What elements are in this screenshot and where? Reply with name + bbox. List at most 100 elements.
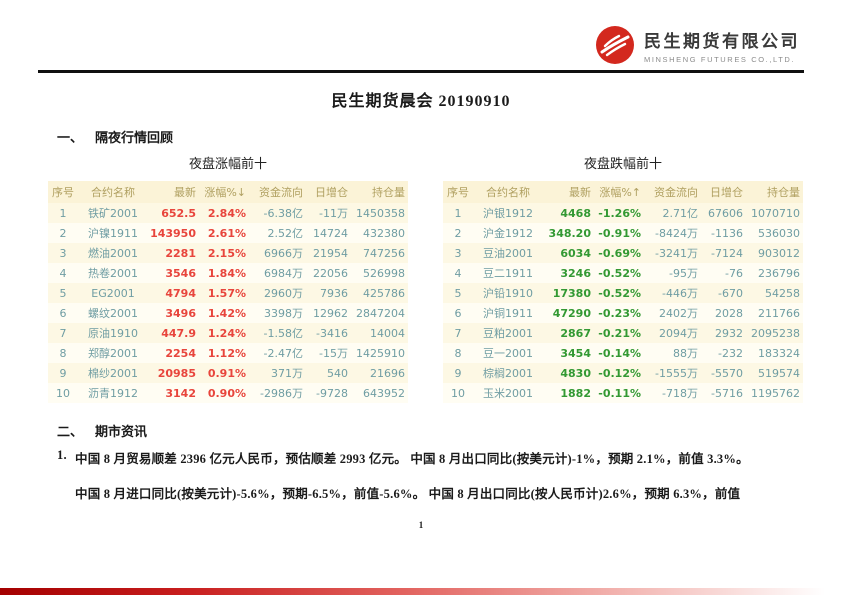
table-cell: 2.71亿 — [662, 207, 699, 220]
column-header: 最新 — [543, 181, 597, 203]
page-number: 1 — [418, 520, 424, 530]
gainers-table: 序号 合约名称 最新 涨幅%↓ 资金流向 日增仓 持仓量 1 铁矿2001 652.5 2.84%… — [48, 181, 408, 403]
table-cell: 2 — [454, 226, 462, 240]
table-cell: 2254 — [165, 346, 196, 360]
table-cell: 6 — [59, 306, 67, 320]
table-row: 10 玉米2001 1882 -0.11% -718万 -5716 1195762 — [443, 383, 803, 403]
table-cell: 1.42% — [207, 306, 246, 320]
table-cell: 526998 — [363, 266, 405, 280]
losers-table-caption: 夜盘跌幅前十 — [583, 156, 662, 171]
table-cell: 玉米2001 — [483, 387, 533, 400]
table-cell: 425786 — [363, 286, 405, 300]
table-cell: 1 — [59, 206, 67, 220]
table-cell: 348.20 — [548, 226, 591, 240]
table-cell: 2 — [59, 226, 67, 240]
table-cell: 燃油2001 — [88, 247, 138, 260]
table-row: 1 铁矿2001 652.5 2.84% -6.38亿 -11万 1450358 — [48, 203, 408, 223]
table-cell: -0.91% — [598, 226, 641, 240]
section-numeral: 一、 — [57, 130, 84, 145]
table-cell: 1882 — [560, 386, 591, 400]
table-row: 8 豆一2001 3454 -0.14% 88万 -232 183324 — [443, 343, 803, 363]
table-cell: 1.24% — [207, 326, 246, 340]
table-row: 3 燃油2001 2281 2.15% 6966万 21954 747256 — [48, 243, 408, 263]
table-row: 2 沪镍1911 143950 2.61% 2.52亿 14724 432380 — [48, 223, 408, 243]
table-cell: 7 — [454, 326, 462, 340]
table-cell: 2.52亿 — [267, 227, 304, 240]
column-header: 资金流向 — [250, 181, 308, 203]
table-cell: -232 — [718, 346, 743, 360]
table-cell: 5 — [59, 286, 67, 300]
column-header: 序号 — [48, 181, 78, 203]
table-cell: 1 — [454, 206, 462, 220]
table-cell: 2.15% — [207, 246, 246, 260]
table-cell: -9728 — [316, 386, 348, 400]
table-cell: -0.21% — [598, 326, 641, 340]
table-cell: 沪金1912 — [483, 227, 533, 240]
table-cell: 8 — [454, 346, 462, 360]
table-row: 6 螺纹2001 3496 1.42% 3398万 12962 2847204 — [48, 303, 408, 323]
table-header: 序号 合约名称 最新 涨幅%↓ 资金流向 日增仓 持仓量 — [48, 181, 408, 203]
table-cell: -3416 — [316, 326, 348, 340]
table-row: 4 热卷2001 3546 1.84% 6984万 22056 526998 — [48, 263, 408, 283]
table-cell: 536030 — [758, 226, 800, 240]
table-cell: -0.52% — [598, 266, 641, 280]
table-cell: 8 — [59, 346, 67, 360]
table-cell: -1555万 — [655, 367, 698, 380]
section-heading-text: 期市资讯 — [95, 424, 148, 439]
table-cell: 沪铅1910 — [483, 287, 533, 300]
table-cell: 1195762 — [751, 386, 800, 400]
table-cell: EG2001 — [91, 286, 135, 300]
losers-table: 序号 合约名称 最新 涨幅%↑ 资金流向 日增仓 持仓量 1 沪银1912 4468 -1.26%… — [443, 181, 803, 403]
table-cell: 540 — [327, 366, 348, 380]
table-cell: 22056 — [313, 266, 348, 280]
column-header: 涨幅%↓ — [202, 181, 250, 203]
table-cell: 143950 — [150, 226, 196, 240]
table-cell: 17380 — [552, 286, 591, 300]
table-cell: 热卷2001 — [88, 267, 138, 280]
table-cell: 沪镍1911 — [88, 227, 138, 240]
table-cell: -3241万 — [655, 247, 698, 260]
table-cell: -5716 — [711, 386, 743, 400]
table-cell: 1070710 — [751, 206, 800, 220]
table-cell: 643952 — [363, 386, 405, 400]
table-cell: 豆粕2001 — [483, 327, 533, 340]
table-cell: 4794 — [165, 286, 196, 300]
table-cell: 3 — [454, 246, 462, 260]
table-cell: 棉纱2001 — [88, 367, 138, 380]
table-cell: 豆油2001 — [483, 247, 533, 260]
news-item-1: 1. 中国 8 月贸易顺差 2396 亿元人民币，预估顺差 2993 亿元。 中… — [57, 448, 749, 467]
table-cell: 1.84% — [207, 266, 246, 280]
column-header: 合约名称 — [78, 181, 148, 203]
company-name-cn: 民生期货有限公司 — [644, 31, 800, 51]
footer-gradient-bar — [0, 588, 842, 595]
table-cell: 4 — [59, 266, 67, 280]
table-cell: 3454 — [560, 346, 591, 360]
table-header-row: 序号 合约名称 最新 涨幅%↓ 资金流向 日增仓 持仓量 — [48, 181, 408, 203]
table-cell: 371万 — [271, 367, 303, 380]
table-body: 1 铁矿2001 652.5 2.84% -6.38亿 -11万 1450358 2 沪镍191… — [48, 203, 408, 403]
section-numeral: 二、 — [57, 424, 84, 439]
table-cell: -1136 — [711, 226, 743, 240]
table-cell: 88万 — [673, 347, 698, 360]
table-cell: -1.58亿 — [263, 327, 303, 340]
table-cell: -0.12% — [598, 366, 641, 380]
table-cell: 沪铜1911 — [483, 307, 533, 320]
table-cell: 47290 — [552, 306, 591, 320]
table-captions: 夜盘涨幅前十 夜盘跌幅前十 — [48, 153, 803, 172]
table-cell: 4468 — [560, 206, 591, 220]
table-header-row: 序号 合约名称 最新 涨幅%↑ 资金流向 日增仓 持仓量 — [443, 181, 803, 203]
table-row: 7 原油1910 447.9 1.24% -1.58亿 -3416 14004 — [48, 323, 408, 343]
table-cell: 1.12% — [207, 346, 246, 360]
table-cell: 沪银1912 — [483, 207, 533, 220]
table-body: 1 沪银1912 4468 -1.26% 2.71亿 67606 1070710 2 沪金191… — [443, 203, 803, 403]
table-cell: -718万 — [662, 387, 698, 400]
table-cell: 2402万 — [659, 307, 698, 320]
news-item-text-line2: 中国 8 月进口同比(按美元计)-5.6%，预期-6.5%，前值-5.6%。 中… — [75, 487, 741, 501]
table-cell: -2.47亿 — [263, 347, 303, 360]
table-row: 7 豆粕2001 2867 -0.21% 2094万 2932 2095238 — [443, 323, 803, 343]
table-cell: 棕榈2001 — [483, 367, 533, 380]
table-cell: 183324 — [758, 346, 800, 360]
table-cell: 14724 — [313, 226, 348, 240]
table-cell: 7 — [59, 326, 67, 340]
table-cell: 747256 — [363, 246, 405, 260]
